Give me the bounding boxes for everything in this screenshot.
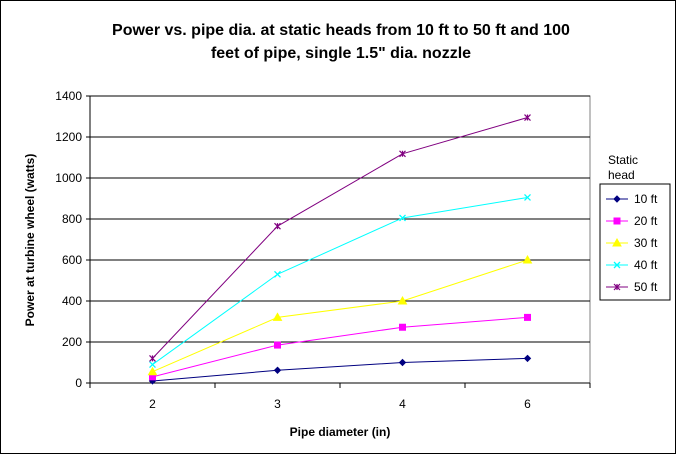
chart-title-line-1: Power vs. pipe dia. at static heads from…: [112, 22, 570, 39]
legend-title-line-1: Static: [608, 153, 638, 167]
series-line: [152, 316, 528, 378]
plot-background: [89, 95, 591, 384]
chart-title: Power vs. pipe dia. at static heads from…: [41, 19, 641, 65]
legend-marker: [612, 237, 622, 247]
data-point: [149, 361, 156, 369]
data-point: [274, 270, 281, 278]
data-point: [522, 254, 533, 264]
x-tick-label: 6: [524, 397, 531, 411]
data-point: [524, 194, 531, 201]
legend-label: 10 ft: [634, 192, 658, 206]
data-point: [272, 312, 283, 321]
data-point: [524, 313, 531, 321]
y-tick-label: 600: [62, 253, 82, 267]
data-point: [399, 150, 406, 158]
series-10-ft: [148, 354, 532, 385]
y-axis-title: Power at turbine wheel (watts): [23, 154, 37, 327]
legend: Static head 10 ft 20 ft 30 ft 40 ft 50 ft: [599, 153, 671, 301]
legend-label: 30 ft: [634, 236, 658, 250]
x-tick-label: 2: [149, 397, 156, 411]
data-point: [398, 358, 407, 367]
legend-item: 50 ft: [606, 280, 658, 294]
y-tick-label: 400: [62, 294, 82, 308]
y-tick-label: 1000: [55, 171, 82, 185]
data-point: [399, 323, 406, 331]
y-tick-labels: 0 200 400 600 800 1000 1200 1400: [55, 89, 82, 390]
x-axis-title: Pipe diameter (in): [290, 425, 391, 439]
y-tick-label: 1400: [55, 89, 82, 103]
series-50-ft: [149, 114, 531, 362]
y-tick-label: 1200: [55, 130, 82, 144]
data-point: [523, 354, 532, 363]
data-point: [149, 354, 156, 362]
x-tick-label: 3: [274, 397, 281, 411]
series-40-ft: [149, 194, 531, 369]
data-point: [397, 295, 408, 305]
x-tick-labels: 2 3 4 6: [149, 397, 531, 411]
series-20-ft: [149, 313, 531, 381]
legend-label: 40 ft: [634, 258, 658, 272]
legend-item: 30 ft: [606, 236, 658, 250]
legend-item: 10 ft: [606, 192, 658, 206]
axes: [86, 95, 591, 388]
legend-marker: [613, 217, 621, 225]
gridlines: [90, 95, 590, 343]
legend-box: [599, 183, 671, 301]
data-point: [274, 222, 281, 230]
series-layer: [147, 114, 533, 385]
y-tick-label: 800: [62, 212, 82, 226]
legend-marker: [613, 261, 621, 269]
chart-title-line-2: feet of pipe, single 1.5" dia. nozzle: [210, 45, 472, 62]
series-30-ft: [147, 254, 533, 376]
y-tick-label: 0: [75, 376, 82, 390]
data-point: [273, 366, 282, 374]
legend-marker: [613, 283, 621, 291]
data-point: [147, 366, 158, 376]
legend-label: 20 ft: [634, 214, 658, 228]
x-tick-label: 4: [399, 397, 406, 411]
legend-marker: [613, 195, 621, 203]
legend-items: 10 ft 20 ft 30 ft 40 ft 50 ft: [606, 192, 658, 294]
legend-title-line-2: head: [608, 168, 635, 182]
series-line: [152, 357, 528, 382]
data-point: [274, 341, 281, 349]
series-line: [152, 259, 528, 373]
legend-label: 50 ft: [634, 280, 658, 294]
data-point: [399, 214, 406, 222]
series-line: [152, 117, 528, 359]
y-tick-label: 200: [62, 335, 82, 349]
data-point: [524, 114, 531, 121]
plot-area: [89, 95, 591, 384]
legend-item: 40 ft: [606, 258, 658, 272]
series-line: [152, 196, 528, 365]
legend-item: 20 ft: [606, 214, 658, 228]
